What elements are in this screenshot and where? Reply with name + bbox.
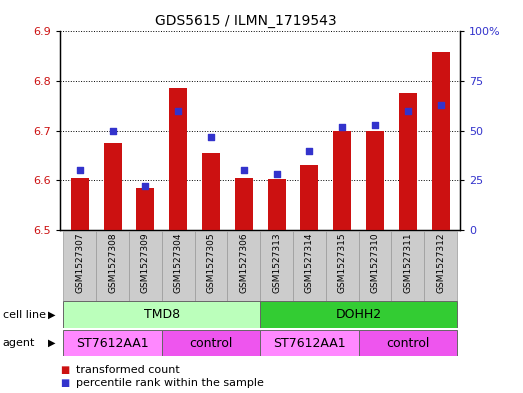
Text: ST7612AA1: ST7612AA1	[76, 336, 149, 350]
Text: ▶: ▶	[48, 310, 55, 320]
Text: ST7612AA1: ST7612AA1	[273, 336, 346, 350]
Bar	[71, 178, 89, 230]
Bar	[431, 52, 450, 230]
Point	[404, 108, 412, 114]
Text: ■: ■	[60, 378, 70, 388]
Text: DOHH2: DOHH2	[336, 308, 382, 321]
Point	[305, 147, 314, 154]
Bar	[202, 153, 220, 230]
Text: agent: agent	[3, 338, 35, 348]
Text: cell line: cell line	[3, 310, 46, 320]
Text: GSM1527309: GSM1527309	[141, 233, 150, 294]
Text: GSM1527313: GSM1527313	[272, 233, 281, 294]
Point	[338, 123, 346, 130]
Bar	[359, 330, 457, 356]
Text: GSM1527315: GSM1527315	[338, 233, 347, 294]
Point	[108, 127, 117, 134]
Point	[76, 167, 84, 174]
Text: GSM1527312: GSM1527312	[436, 233, 445, 293]
Bar	[326, 231, 359, 301]
Bar	[366, 131, 384, 230]
Text: GSM1527308: GSM1527308	[108, 233, 117, 294]
Text: ■: ■	[60, 365, 70, 375]
Point	[436, 102, 445, 108]
Bar	[169, 88, 187, 230]
Point	[272, 171, 281, 178]
Text: GSM1527314: GSM1527314	[305, 233, 314, 293]
Text: GSM1527305: GSM1527305	[207, 233, 215, 294]
Text: TMD8: TMD8	[144, 308, 180, 321]
Bar	[195, 231, 228, 301]
Bar	[391, 231, 424, 301]
Text: GSM1527307: GSM1527307	[75, 233, 84, 294]
Bar	[300, 165, 319, 230]
Bar	[96, 231, 129, 301]
Text: GSM1527310: GSM1527310	[370, 233, 380, 294]
Text: transformed count: transformed count	[76, 365, 179, 375]
Bar	[359, 231, 391, 301]
Bar	[104, 143, 122, 230]
Point	[141, 183, 150, 189]
Bar	[268, 179, 286, 230]
Point	[174, 108, 183, 114]
Bar	[260, 231, 293, 301]
Text: ▶: ▶	[48, 338, 55, 348]
Point	[240, 167, 248, 174]
Text: control: control	[386, 336, 429, 350]
Bar	[293, 231, 326, 301]
Bar	[162, 231, 195, 301]
Bar	[162, 330, 260, 356]
Text: GSM1527311: GSM1527311	[403, 233, 412, 294]
Bar	[63, 301, 260, 328]
Text: control: control	[189, 336, 233, 350]
Text: GDS5615 / ILMN_1719543: GDS5615 / ILMN_1719543	[155, 14, 337, 28]
Text: GSM1527304: GSM1527304	[174, 233, 183, 293]
Text: GSM1527306: GSM1527306	[240, 233, 248, 294]
Bar	[228, 231, 260, 301]
Bar	[235, 178, 253, 230]
Bar	[260, 330, 359, 356]
Point	[207, 134, 215, 140]
Bar	[399, 94, 417, 230]
Bar	[63, 330, 162, 356]
Text: percentile rank within the sample: percentile rank within the sample	[76, 378, 264, 388]
Point	[371, 121, 379, 128]
Bar	[63, 231, 96, 301]
Bar	[260, 301, 457, 328]
Bar	[424, 231, 457, 301]
Bar	[333, 131, 351, 230]
Bar	[129, 231, 162, 301]
Bar	[137, 188, 154, 230]
